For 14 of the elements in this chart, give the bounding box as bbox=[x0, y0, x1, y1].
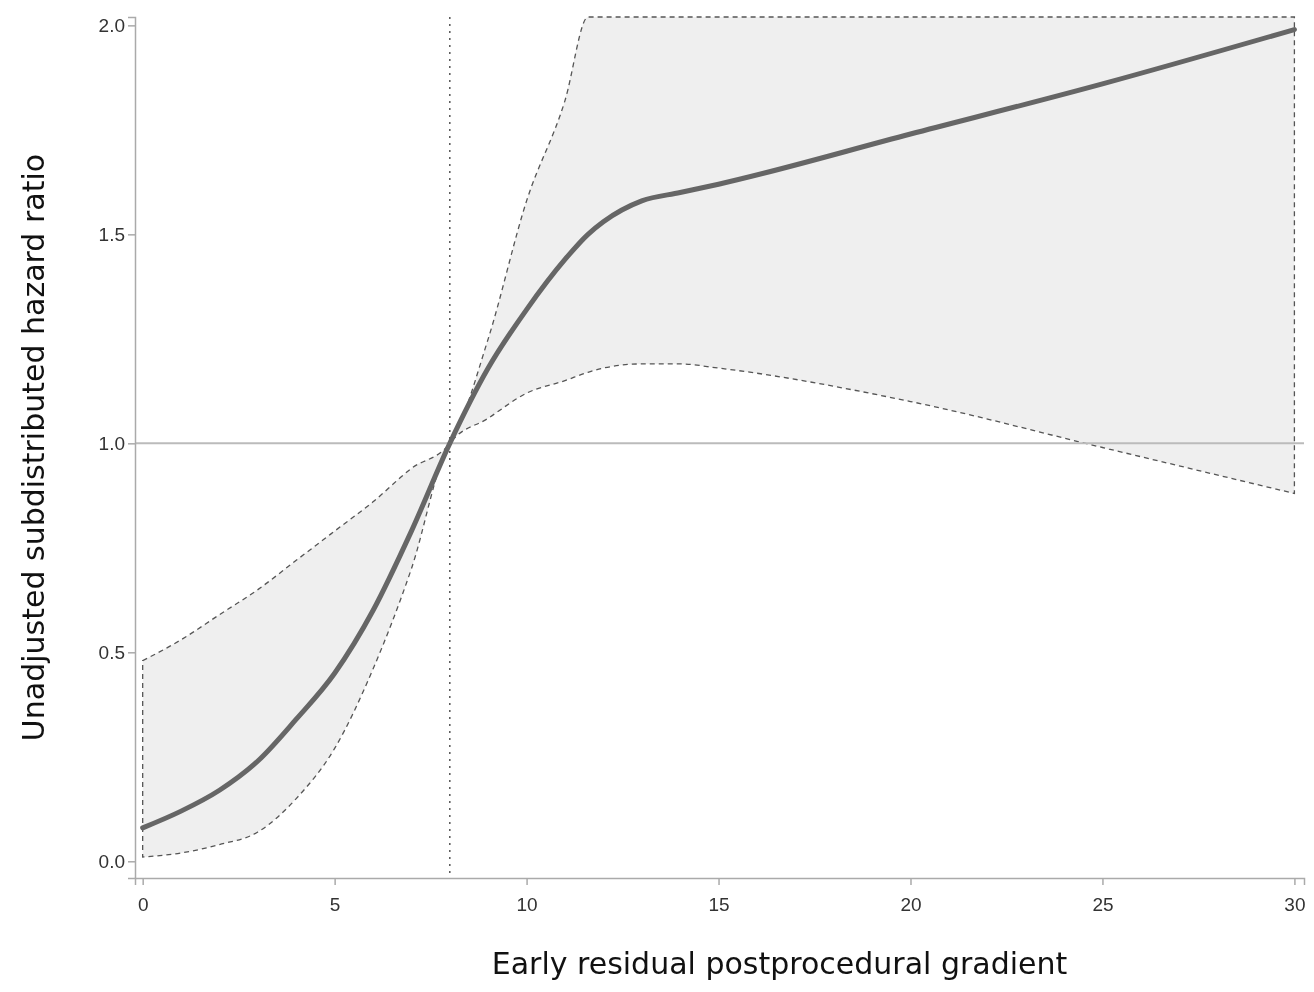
x-tick-label: 15 bbox=[708, 893, 730, 915]
y-tick-label: 2.0 bbox=[98, 14, 125, 36]
y-tick-label: 1.5 bbox=[98, 223, 125, 245]
x-tick-label: 5 bbox=[329, 893, 341, 915]
y-tick-label: 0.0 bbox=[98, 850, 125, 872]
y-axis-title: Unadjusted subdistributed hazard ratio bbox=[16, 153, 51, 742]
x-tick-label: 20 bbox=[900, 893, 922, 915]
x-tick-label: 30 bbox=[1284, 893, 1306, 915]
y-tick-label: 0.5 bbox=[98, 641, 125, 663]
x-tick-label: 10 bbox=[516, 893, 538, 915]
x-axis-title: Early residual postprocedural gradient bbox=[491, 946, 1068, 981]
x-tick-label: 25 bbox=[1092, 893, 1114, 915]
y-tick-label: 1.0 bbox=[98, 432, 125, 454]
x-tick-label: 0 bbox=[137, 893, 149, 915]
